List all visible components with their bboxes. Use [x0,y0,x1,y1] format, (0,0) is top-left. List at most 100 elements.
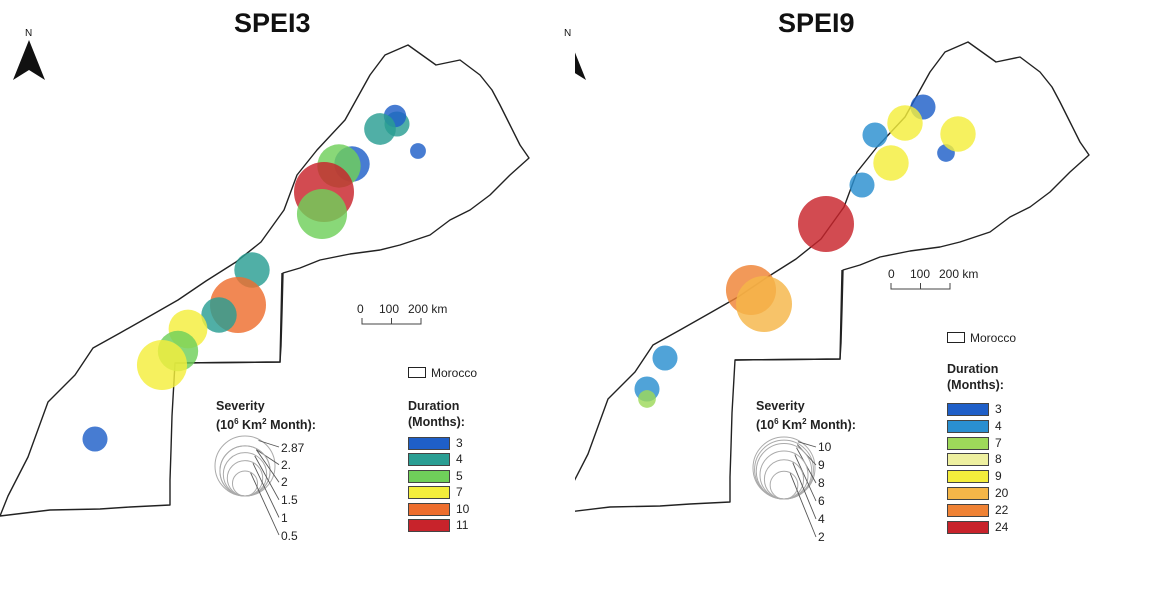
duration-swatch [408,437,450,450]
morocco-map-spei9 [575,41,1090,538]
severity-leader-line [792,462,817,520]
duration-swatch [947,520,989,534]
map-panel-spei3: SPEI3 N 0 100 200 km Morocco Severity (1… [0,8,530,543]
morocco-map-spei3 [0,40,530,536]
scale-tick-0: 0 [888,267,895,281]
severity-legend-circle [226,460,264,497]
severity-value: 1 [281,511,288,525]
severity-value: 2. [281,458,292,472]
morocco-legend-swatch [947,332,965,343]
duration-swatch [947,403,989,416]
country-layer [575,41,1090,512]
duration-swatch [947,419,989,433]
duration-label: 22 [995,502,1009,517]
severity-value: 2.87 [281,441,305,455]
duration-label: 3 [456,436,463,450]
morocco-legend-label: Morocco [431,366,478,380]
duration-label: 10 [456,501,470,516]
duration-label: 8 [995,452,1002,467]
morocco-outline [575,41,1090,512]
severity-value: 4 [818,512,825,526]
north-arrow-icon [13,40,45,80]
duration-swatch [408,469,450,483]
morocco-legend-swatch [408,367,426,378]
drought-event-circle [736,276,792,332]
scale-tick-200: 200 km [939,267,979,281]
north-label: N [25,28,33,39]
internal-boundary-line [734,269,843,361]
duration-label: 3 [995,402,1002,416]
drought-event-circle [849,172,875,198]
map-title: SPEI3 [234,8,311,38]
drought-event-circle [798,196,854,252]
drought-event-circle [410,143,426,159]
scale-tick-100: 100 [910,267,931,281]
severity-value: 10 [818,440,832,454]
severity-legend-circle [763,459,805,500]
severity-leader-line [258,440,280,448]
severity-legend-circle [759,450,809,500]
drought-event-circle [201,297,237,333]
duration-swatch [408,453,450,467]
duration-label: 7 [995,435,1002,450]
morocco-legend-label: Morocco [970,331,1017,345]
drought-event-circle [82,426,108,452]
internal-boundary-line [174,272,283,364]
severity-leader-line [254,455,280,501]
duration-label: 20 [995,486,1009,500]
drought-event-circle [873,145,909,181]
severity-value: 0.5 [281,529,298,543]
scale-tick-200: 200 km [408,302,448,316]
severity-legend-circle [222,452,268,497]
scale-tick-100: 100 [379,302,400,316]
severity-value: 8 [818,476,825,490]
severity-legend-circle [231,470,259,497]
severity-value: 2 [281,475,288,489]
severity-leader-line [794,454,817,502]
duration-legend-title: Duration (Months): [408,399,465,429]
severity-legend-title: Severity (106 Km2 Month): [756,399,856,433]
severity-value: 1.5 [281,493,298,507]
duration-label: 9 [995,469,1002,484]
duration-label: 7 [456,485,463,500]
drought-event-circle [364,113,396,145]
severity-value: 9 [818,458,825,472]
drought-event-circle [887,105,923,141]
north-arrow-icon [575,52,586,80]
scale-tick-0: 0 [357,302,364,316]
severity-leader-line [252,463,280,518]
severity-legend-title: Severity (106 Km2 Month): [216,399,316,433]
duration-label: 11 [456,518,469,532]
severity-leader-line [797,441,817,448]
severity-value: 6 [818,494,825,508]
duration-label: 24 [995,519,1009,534]
severity-legend-circle [214,435,276,497]
drought-event-circle [652,345,678,371]
duration-swatch [947,503,989,517]
severity-leader-line [789,473,817,538]
duration-swatch [408,519,450,532]
map-panel-spei9: SPEI9 N 0 100 200 km Morocco Severity (1… [564,0,1150,594]
duration-swatch [947,436,989,450]
drought-event-circle [940,116,976,152]
severity-value: 2 [818,530,825,544]
duration-label: 4 [456,452,463,467]
north-label: N [564,28,572,39]
severity-legend-circle [769,470,799,500]
drought-event-circle [296,188,348,240]
duration-label: 5 [456,468,463,483]
duration-label: 4 [995,418,1002,433]
map-title: SPEI9 [778,8,855,38]
severity-leader-line [256,449,280,465]
duration-swatch [408,486,450,500]
duration-swatch [947,453,989,467]
severity-leader-line [250,472,280,536]
duration-legend-title: Duration (Months): [947,362,1004,392]
drought-event-circle [638,390,656,408]
duration-swatch [947,470,989,484]
severity-leader-line [255,449,280,483]
drought-event-circle [136,339,188,391]
duration-swatch [408,502,450,516]
drought-event-circle [862,122,888,148]
duration-swatch [947,487,989,500]
